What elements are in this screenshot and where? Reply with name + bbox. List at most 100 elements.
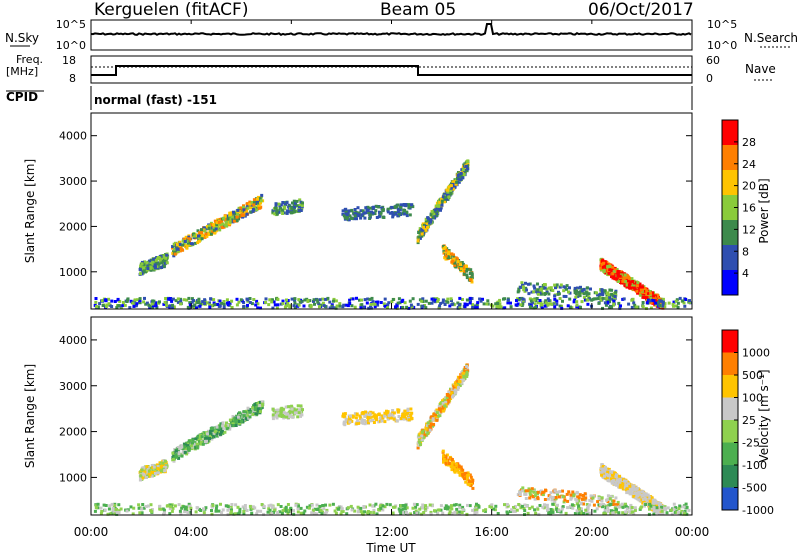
- data-cell: [595, 291, 598, 294]
- data-cell: [133, 305, 136, 308]
- data-cell: [420, 435, 423, 438]
- data-cell: [220, 431, 223, 434]
- data-cell: [523, 493, 526, 496]
- data-cell: [466, 299, 469, 302]
- data-cell: [446, 393, 449, 396]
- data-cell: [417, 303, 420, 306]
- data-cell: [544, 498, 547, 501]
- data-cell: [277, 503, 280, 506]
- data-cell: [176, 243, 179, 246]
- data-cell: [431, 298, 434, 301]
- data-cell: [174, 504, 177, 507]
- data-cell: [149, 266, 152, 269]
- data-cell: [458, 303, 461, 306]
- data-cell: [451, 260, 454, 263]
- data-cell: [298, 209, 301, 212]
- data-cell: [212, 223, 215, 226]
- data-cell: [435, 419, 438, 422]
- data-cell: [369, 215, 372, 218]
- data-cell: [405, 204, 408, 207]
- data-cell: [236, 213, 239, 216]
- data-cell: [257, 407, 260, 410]
- data-cell: [496, 302, 499, 305]
- data-cell: [616, 479, 619, 482]
- data-cell: [403, 415, 406, 418]
- data-cell: [411, 417, 414, 420]
- data-cell: [328, 504, 331, 507]
- data-cell: [94, 301, 97, 304]
- data-cell: [571, 491, 574, 494]
- data-cell: [139, 272, 142, 275]
- data-cell: [410, 304, 413, 307]
- data-cell: [602, 262, 605, 265]
- data-cell: [185, 247, 188, 250]
- data-cell: [611, 272, 614, 275]
- data-cell: [447, 252, 450, 255]
- data-cell: [346, 213, 349, 216]
- data-cell: [150, 503, 153, 506]
- data-cell: [506, 512, 509, 515]
- data-cell: [248, 411, 251, 414]
- data-cell: [260, 199, 263, 202]
- data-cell: [151, 303, 154, 306]
- data-cell: [532, 290, 535, 293]
- data-cell: [566, 493, 569, 496]
- data-cell: [261, 403, 264, 406]
- data-cell: [436, 411, 439, 414]
- data-cell: [181, 455, 184, 458]
- y-tick-label: 4000: [59, 130, 87, 143]
- data-cell: [357, 206, 360, 209]
- data-cell: [232, 211, 235, 214]
- data-cell: [290, 207, 293, 210]
- data-cell: [224, 224, 227, 227]
- data-cell: [629, 488, 632, 491]
- data-cell: [163, 469, 166, 472]
- data-cell: [276, 303, 279, 306]
- data-cell: [590, 500, 593, 503]
- data-cell: [212, 504, 215, 507]
- data-cell: [536, 283, 539, 286]
- data-cell: [408, 418, 411, 421]
- data-cell: [286, 413, 289, 416]
- data-cell: [469, 278, 472, 281]
- data-cell: [381, 420, 384, 423]
- data-cell: [380, 301, 383, 304]
- data-cell: [544, 292, 547, 295]
- beam-title: Beam 05: [380, 0, 456, 20]
- data-cell: [604, 467, 607, 470]
- data-cell: [627, 303, 630, 306]
- data-cell: [160, 465, 163, 468]
- data-cell: [502, 298, 505, 301]
- velocity-data-layer: [94, 363, 691, 516]
- data-cell: [290, 405, 293, 408]
- data-cell: [603, 269, 606, 272]
- data-cell: [486, 299, 489, 302]
- data-cell: [636, 281, 639, 284]
- data-cell: [649, 292, 652, 295]
- data-cell: [525, 289, 528, 292]
- data-cell: [610, 293, 613, 296]
- freq-panel: [91, 56, 692, 83]
- data-cell: [441, 200, 444, 203]
- data-cell: [164, 297, 167, 300]
- data-cell: [170, 300, 173, 303]
- data-cell: [105, 305, 108, 308]
- data-cell: [425, 229, 428, 232]
- data-cell: [434, 208, 437, 211]
- data-cell: [367, 416, 370, 419]
- data-cell: [471, 273, 474, 276]
- data-cell: [236, 209, 239, 212]
- data-cell: [387, 301, 390, 304]
- station-title: Kerguelen (fitACF): [94, 0, 248, 20]
- data-cell: [611, 474, 614, 477]
- data-cell: [270, 300, 273, 303]
- data-cell: [274, 303, 277, 306]
- data-cell: [258, 207, 261, 210]
- data-cell: [243, 414, 246, 417]
- data-cell: [637, 498, 640, 501]
- data-cell: [229, 213, 232, 216]
- data-cell: [139, 297, 142, 300]
- data-cell: [163, 511, 166, 514]
- data-cell: [590, 299, 593, 302]
- data-cell: [267, 303, 270, 306]
